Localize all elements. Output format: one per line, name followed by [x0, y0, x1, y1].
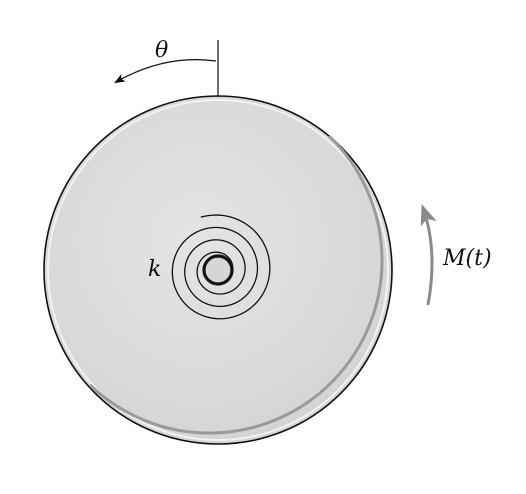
spring-hub [202, 254, 234, 286]
spring-spiral [171, 214, 271, 320]
disk-rim-shade [88, 134, 384, 435]
theta-arrow [114, 59, 217, 84]
torsional-spring [171, 214, 271, 320]
moment-arrow [420, 204, 437, 306]
moment-label: M(t) [442, 246, 492, 271]
stiffness-label: k [148, 257, 161, 282]
theta-label: θ [155, 38, 168, 63]
disk-inner-rim [47, 99, 389, 441]
